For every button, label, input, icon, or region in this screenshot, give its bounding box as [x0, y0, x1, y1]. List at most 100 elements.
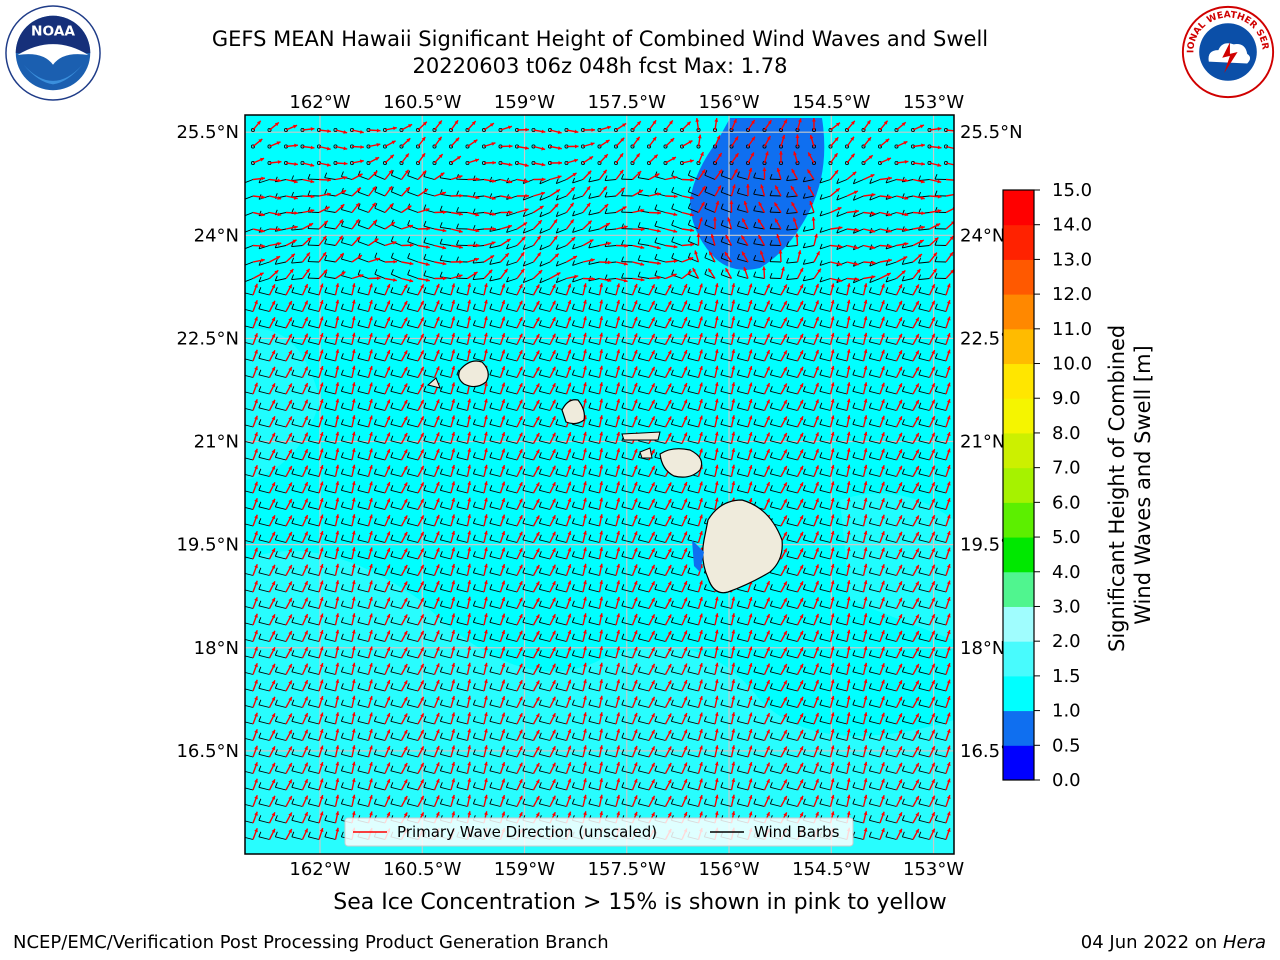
wind-barb-flag — [505, 386, 509, 392]
wind-barb-flag — [786, 617, 790, 623]
wind-barb-flag — [406, 518, 410, 524]
wind-barb-flag — [769, 600, 773, 606]
wind-barb — [753, 374, 765, 378]
wind-barb — [456, 489, 468, 494]
wind-barb — [555, 671, 567, 675]
wind-barb-flag — [753, 172, 757, 178]
wind-barb — [737, 242, 749, 246]
wind-barb-flag — [637, 501, 641, 507]
wind-barb-flag — [555, 600, 559, 606]
wind-barb-flag — [423, 320, 427, 326]
wind-barb-flag — [885, 276, 889, 283]
wind-barb-flag — [720, 402, 724, 408]
wind-barb — [704, 324, 716, 329]
wind-barb — [357, 555, 369, 560]
wind-barb-flag — [242, 403, 244, 408]
wind-barb — [523, 228, 534, 234]
wind-barb-flag — [637, 336, 641, 342]
calm-marker — [581, 160, 586, 165]
wind-barb-flag — [274, 666, 278, 672]
wind-barb — [621, 489, 633, 494]
wind-barb-flag — [786, 303, 790, 309]
wind-barb — [671, 671, 683, 675]
wind-barb-flag — [835, 468, 839, 474]
wind-barb-flag — [274, 303, 278, 309]
wind-barb — [539, 179, 551, 185]
wind-barb — [836, 195, 848, 201]
wind-barb — [885, 456, 897, 461]
wind-barb-flag — [687, 402, 691, 408]
wind-barb — [918, 179, 930, 182]
calm-marker — [878, 144, 883, 149]
wind-barb-flag — [769, 369, 773, 375]
wind-barb — [440, 407, 452, 411]
wind-barb — [869, 539, 881, 543]
wind-barb — [704, 341, 716, 345]
wind-barb — [852, 506, 864, 510]
wind-barb-flag — [324, 650, 328, 656]
wind-barb-flag — [291, 501, 295, 507]
wind-barb — [687, 638, 699, 642]
wind-barb-flag — [588, 386, 592, 392]
wind-barb — [522, 390, 534, 395]
wind-barb-flag — [406, 633, 410, 639]
wind-barb-flag — [802, 369, 806, 375]
wind-barb — [440, 605, 452, 609]
wind-barb — [423, 225, 435, 230]
wind-barb-flag — [456, 336, 460, 342]
wind-barb-flag — [307, 650, 311, 656]
wind-barb-flag — [390, 633, 394, 639]
wind-barb-flag — [439, 452, 443, 458]
calm-marker — [663, 144, 668, 149]
wind-barb — [374, 308, 386, 312]
wind-barb-flag — [555, 211, 559, 217]
wind-barb — [803, 621, 815, 626]
wind-barb — [902, 621, 914, 626]
wind-barb — [902, 522, 914, 527]
wind-barb — [275, 456, 287, 461]
wind-barb — [555, 522, 567, 527]
noaa-logo-text: NOAA — [31, 23, 75, 39]
wind-barb-flag — [654, 204, 658, 210]
wind-barb — [720, 440, 732, 444]
wind-barb — [440, 671, 452, 675]
wind-barb — [869, 621, 881, 626]
wind-barb — [275, 324, 287, 329]
wind-barb — [588, 374, 600, 378]
wind-barb-flag — [786, 419, 790, 425]
wind-barb-flag — [703, 303, 707, 309]
wind-barb — [737, 390, 749, 395]
wind-barb-flag — [720, 236, 724, 242]
wind-barb-flag — [670, 633, 674, 639]
wind-barb-flag — [901, 485, 905, 491]
wind-barb — [918, 555, 930, 560]
wind-barb-flag — [588, 584, 592, 590]
wind-barb-flag — [390, 617, 394, 623]
wind-barb — [819, 341, 831, 345]
wind-barb-flag — [637, 386, 641, 392]
wind-barb-flag — [637, 402, 641, 408]
wind-barb-flag — [406, 551, 410, 557]
wind-barb — [374, 207, 386, 213]
wind-barb-flag — [472, 208, 476, 214]
wind-barb — [456, 291, 468, 296]
wind-barb — [654, 605, 666, 609]
wind-barb-flag — [406, 617, 410, 623]
wind-barb-flag — [687, 534, 691, 540]
wind-barb-flag — [307, 518, 311, 524]
wind-barb — [324, 621, 336, 626]
wind-barb — [275, 440, 287, 444]
wind-barb-flag — [621, 353, 625, 359]
wind-barb-flag — [522, 277, 526, 283]
wind-barb-flag — [654, 501, 658, 507]
wind-barb-flag — [258, 584, 262, 590]
wind-barb-flag — [439, 402, 443, 408]
calm-marker — [432, 144, 437, 149]
wind-barb — [836, 374, 848, 378]
wind-barb — [588, 423, 600, 428]
wind-barb — [704, 257, 716, 263]
wind-barb — [902, 324, 914, 329]
wind-barb — [918, 473, 930, 477]
wind-barb-flag — [670, 485, 674, 491]
wind-barb — [836, 621, 848, 626]
